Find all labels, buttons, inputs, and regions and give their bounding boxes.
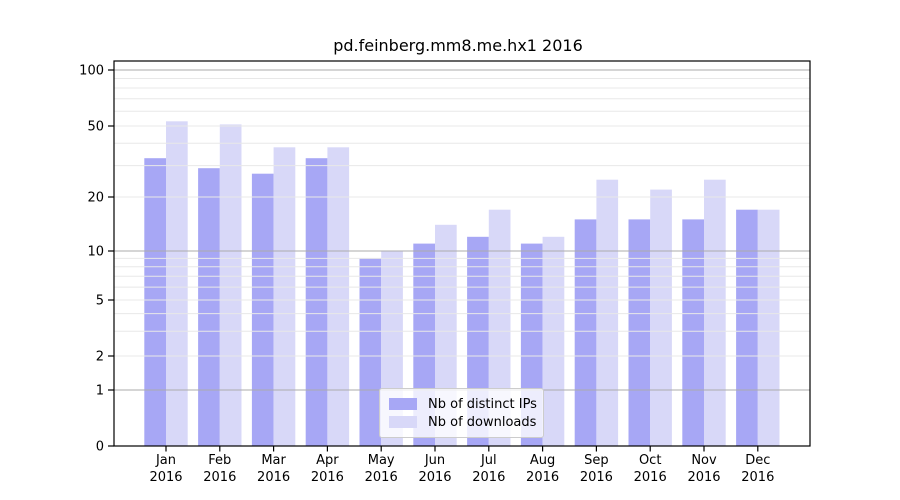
x-tick-label-year: 2016: [634, 470, 667, 485]
y-tick-label: 20: [87, 191, 104, 206]
bar-downloads-apr: [327, 147, 350, 447]
bar-downloads-feb: [219, 124, 242, 447]
legend-item-downloads: Nb of downloads: [389, 414, 537, 431]
x-tick-label-year: 2016: [365, 470, 398, 485]
x-tick-label-month: May: [368, 453, 395, 468]
x-tick-label-month: Mar: [261, 453, 286, 468]
bar-distinct-ips-apr: [305, 158, 328, 446]
bar-downloads-oct: [650, 189, 672, 446]
legend-swatch-distinct-ips: [389, 398, 417, 410]
bar-downloads-dec: [757, 209, 780, 446]
x-tick-label-month: Oct: [639, 453, 661, 468]
y-tick-label: 2: [96, 350, 104, 365]
bar-distinct-ips-feb: [198, 168, 220, 446]
bar-downloads-jan: [166, 121, 188, 447]
bar-downloads-sep: [596, 179, 619, 446]
y-tick-label: 10: [87, 245, 104, 260]
bar-downloads-aug: [542, 236, 565, 446]
y-tick-label: 100: [79, 64, 104, 79]
y-tick-label: 5: [96, 294, 104, 309]
x-tick-label-month: Dec: [745, 453, 770, 468]
gridlines-group: [114, 69, 810, 391]
x-tick-label-year: 2016: [687, 470, 720, 485]
x-tick-label-month: Aug: [530, 453, 555, 468]
x-tick-label-year: 2016: [257, 470, 290, 485]
x-tick-label-month: Jun: [424, 453, 445, 468]
x-tick-label-year: 2016: [472, 470, 505, 485]
chart-title: pd.feinberg.mm8.me.hx1 2016: [333, 36, 583, 55]
bar-distinct-ips-mar: [251, 173, 274, 446]
bar-distinct-ips-oct: [628, 219, 651, 446]
x-tick-label-year: 2016: [526, 470, 559, 485]
legend-label-distinct-ips: Nb of distinct IPs: [428, 396, 537, 412]
x-tick-label-month: Feb: [208, 453, 231, 468]
bar-distinct-ips-dec: [736, 209, 758, 446]
x-tick-label-month: Jul: [480, 453, 497, 468]
legend-item-distinct-ips: Nb of distinct IPs: [389, 396, 537, 413]
x-tick-label-month: Sep: [584, 453, 609, 468]
x-tick-label-year: 2016: [741, 470, 774, 485]
legend-label-downloads: Nb of downloads: [428, 414, 537, 430]
x-tick-label-year: 2016: [149, 470, 182, 485]
x-tick-label-year: 2016: [203, 470, 236, 485]
plot-frame: [113, 60, 811, 447]
bar-distinct-ips-may: [359, 258, 382, 446]
bar-downloads-nov: [704, 179, 726, 446]
bar-distinct-ips-nov: [682, 219, 704, 446]
x-tick-label-year: 2016: [311, 470, 344, 485]
bar-downloads-mar: [273, 147, 296, 447]
y-tick-label: 1: [96, 384, 104, 399]
x-tick-label-year: 2016: [418, 470, 451, 485]
y-tick-label: 50: [87, 120, 104, 135]
legend-swatch-downloads: [389, 416, 417, 428]
axes-group: [108, 60, 811, 452]
axis-labels-group: 0 1 2 5 10 20 50 100 Jan 2016 Feb 2016 Mar 2016 Apr 201…: [79, 64, 774, 486]
x-tick-label-month: Nov: [691, 453, 717, 468]
y-tick-label: 0: [96, 440, 104, 455]
x-tick-label-month: Jan: [155, 453, 176, 468]
bar-downloads-jul: [488, 209, 511, 446]
x-tick-label-year: 2016: [580, 470, 613, 485]
chart-legend: Nb of distinct IPs Nb of downloads: [379, 388, 544, 438]
bar-distinct-ips-sep: [574, 219, 597, 446]
bar-distinct-ips-jan: [144, 158, 166, 446]
x-tick-label-month: Apr: [316, 453, 339, 468]
